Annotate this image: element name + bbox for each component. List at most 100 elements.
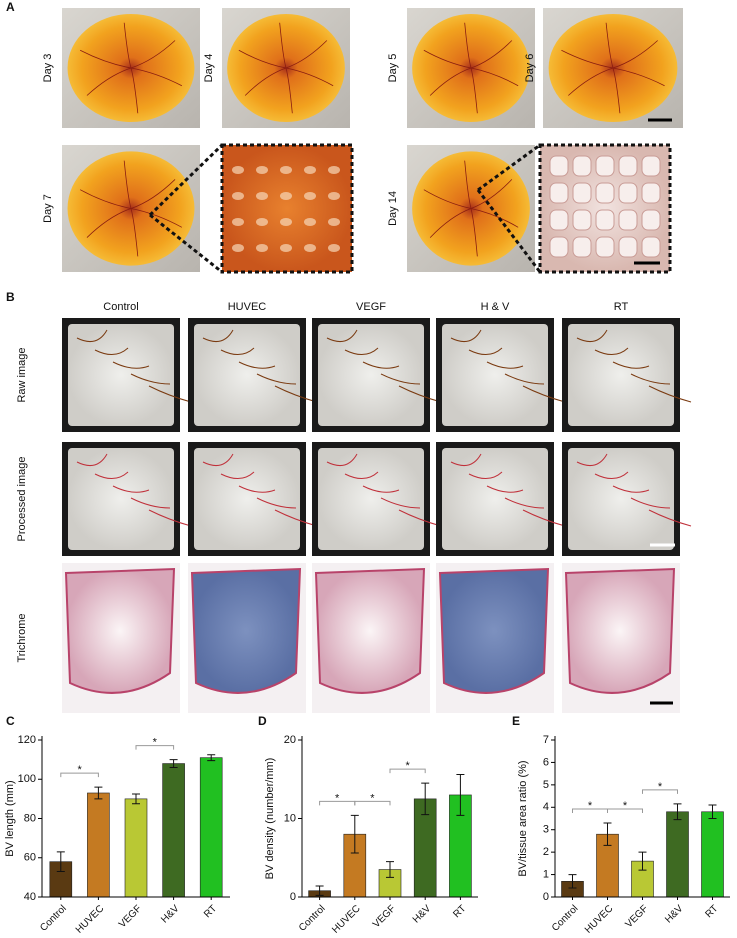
error-bar [56, 851, 65, 872]
significance-label: * [153, 737, 158, 749]
blood-vessel [612, 67, 665, 87]
blood-vessel [464, 22, 472, 69]
blood-vessel [423, 189, 472, 209]
photo-label: Day 3 [42, 54, 54, 83]
vessel [450, 329, 482, 343]
blood-vessel [285, 67, 293, 114]
vessel [344, 347, 379, 355]
blood-vessel [470, 67, 478, 114]
bar [162, 763, 185, 898]
blood-vessel [285, 67, 334, 87]
y-axis-label: BV density (number/mm) [264, 758, 276, 880]
blood-vessel [130, 208, 139, 257]
vessel [76, 453, 108, 467]
vessel [380, 373, 421, 385]
vessel [450, 453, 482, 467]
blood-vessel [568, 67, 614, 96]
scaffold-pore [304, 166, 316, 174]
significance-bracket [354, 800, 391, 806]
error-bar [94, 786, 103, 800]
panel-label: C [6, 714, 15, 728]
blood-vessel [285, 40, 328, 69]
y-tick-label: 0 [290, 891, 296, 903]
scaffold-pore [232, 192, 244, 200]
vessel [94, 471, 129, 479]
blood-vessel [130, 208, 183, 228]
y-tick-label: 80 [24, 812, 36, 824]
column-header: RT [614, 301, 629, 313]
scaffold-pore [232, 244, 244, 252]
scaffold-pore [256, 192, 268, 200]
error-bar [456, 774, 465, 816]
scaffold-pore [595, 155, 615, 177]
vessel [256, 497, 297, 509]
vessel [326, 329, 358, 343]
vessel [344, 471, 379, 479]
significance-label: * [370, 792, 375, 804]
zoom-connector [476, 189, 542, 273]
blood-vessel [464, 160, 472, 209]
vessel [630, 373, 671, 385]
error-bar [638, 851, 647, 871]
vessel [76, 329, 108, 343]
zoom-connector [148, 143, 224, 217]
scaffold-pore [595, 236, 615, 258]
tissue [438, 567, 550, 694]
scaffold-pore [280, 192, 292, 200]
scaffold-pore [549, 155, 569, 177]
blood-vessel [429, 208, 472, 238]
scaffold [442, 448, 548, 550]
error-bar [708, 804, 717, 819]
photo-label: Day 6 [524, 54, 536, 83]
y-tick-label: 1 [543, 868, 549, 880]
scaffold-pore [232, 166, 244, 174]
x-tick-label: VEGF [623, 903, 650, 930]
y-tick-label: 7 [543, 734, 549, 746]
vessel [256, 373, 297, 385]
y-tick-label: 3 [543, 824, 549, 836]
vessel [504, 373, 545, 385]
scaffold-pore [595, 182, 615, 204]
photo-label: Day 4 [203, 54, 215, 83]
vessel [648, 509, 692, 527]
y-tick-label: 60 [24, 852, 36, 864]
vessel [594, 347, 629, 355]
error-bar [568, 874, 577, 889]
vessel [112, 361, 150, 369]
vessel [468, 347, 503, 355]
x-tick-label: VEGF [371, 903, 398, 930]
scaffold-pore [641, 182, 661, 204]
blood-vessel [605, 22, 614, 69]
blood-vessel [130, 179, 176, 209]
scaffold-pore [641, 155, 661, 177]
error-bar [350, 814, 359, 854]
vessel [148, 509, 192, 527]
scaffold-pore [328, 166, 340, 174]
significance-label: * [335, 792, 340, 804]
blood-vessel [130, 67, 139, 114]
y-axis-label: BV length (mm) [4, 780, 16, 856]
significance-bracket [607, 808, 643, 813]
vessel [220, 471, 255, 479]
scaffold-pore [618, 236, 638, 258]
error-bar [132, 793, 140, 805]
significance-bracket [642, 789, 678, 794]
vessel [326, 453, 358, 467]
axes [301, 736, 478, 898]
zoom-connector [477, 143, 541, 192]
scaffold-pore [549, 236, 569, 258]
row-label: Processed image [16, 457, 28, 542]
tissue [314, 567, 426, 694]
y-tick-label: 2 [543, 846, 549, 858]
vessel [576, 329, 608, 343]
vessel [94, 347, 129, 355]
scaffold-pore [549, 182, 569, 204]
vessel [238, 485, 276, 493]
blood-vessel [561, 49, 614, 69]
scaffold-pore [641, 209, 661, 231]
scaffold-pore [328, 192, 340, 200]
scaffold [442, 324, 548, 426]
blood-vessel [470, 179, 513, 209]
scaffold [68, 448, 174, 550]
blood-vessel [423, 49, 472, 69]
